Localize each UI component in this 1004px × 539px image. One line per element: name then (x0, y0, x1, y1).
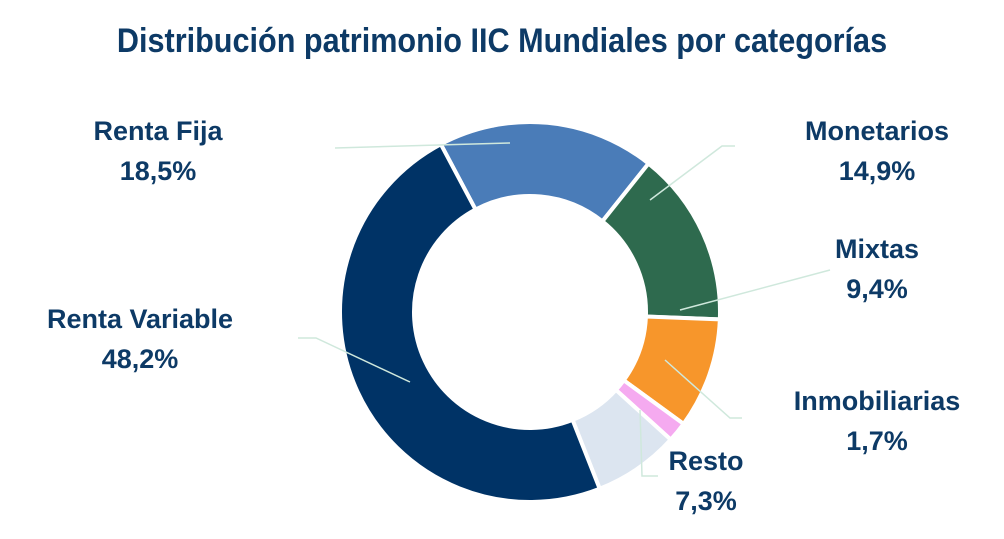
label-value-monetarios: 14,9% (839, 156, 916, 186)
leader-line-monetarios (649, 145, 735, 201)
leader-line-mixtas (679, 269, 831, 311)
label-value-renta-variable: 48,2% (102, 344, 179, 374)
label-value-resto: 7,3% (675, 486, 737, 516)
label-value-inmobiliarias: 1,7% (846, 426, 908, 456)
label-name-monetarios: Monetarios (805, 116, 949, 146)
chart-title: Distribución patrimonio IIC Mundiales po… (116, 22, 888, 60)
label-name-renta-fija: Renta Fija (93, 116, 223, 146)
slice-renta-variable (338, 141, 603, 504)
labels-group: Renta Fija 18,5% Monetarios 14,9% Mixtas 9,4%… (47, 116, 960, 516)
slices-group (338, 120, 722, 504)
leader-line-renta-fija (334, 142, 511, 149)
label-value-renta-fija: 18,5% (120, 156, 197, 186)
label-value-mixtas: 9,4% (846, 274, 908, 304)
label-name-mixtas: Mixtas (835, 234, 919, 264)
leader-line-inmobiliarias (664, 359, 742, 419)
leader-line-resto (639, 409, 658, 477)
leader-lines-group (298, 142, 831, 477)
label-name-renta-variable: Renta Variable (47, 304, 233, 334)
label-name-resto: Resto (668, 446, 743, 476)
label-name-inmobiliarias: Inmobiliarias (794, 386, 961, 416)
leader-line-renta-variable (298, 337, 411, 383)
